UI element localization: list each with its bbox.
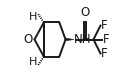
- Text: H: H: [29, 12, 37, 22]
- Text: F: F: [102, 33, 109, 46]
- Text: F: F: [101, 47, 108, 60]
- Text: O: O: [80, 6, 90, 19]
- Polygon shape: [66, 38, 74, 41]
- Text: NH: NH: [74, 33, 92, 46]
- Text: O: O: [23, 33, 32, 46]
- Text: H: H: [29, 57, 37, 67]
- Text: F: F: [101, 19, 108, 32]
